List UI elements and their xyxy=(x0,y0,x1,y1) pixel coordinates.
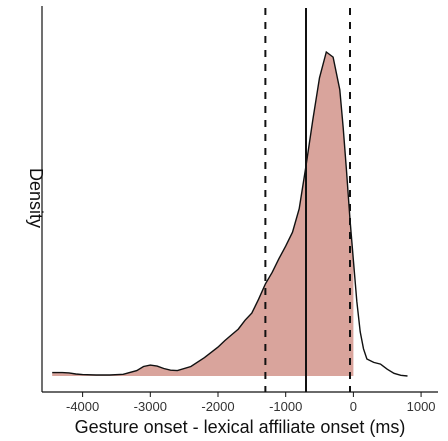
x-tick-label: -1000 xyxy=(269,399,302,414)
density-area xyxy=(52,52,354,376)
x-axis-title: Gesture onset - lexical affiliate onset … xyxy=(75,417,406,437)
x-tick-label: 0 xyxy=(350,399,357,414)
x-tick-label: 1000 xyxy=(407,399,436,414)
plot-area xyxy=(52,8,408,392)
y-axis-title: Density xyxy=(26,168,46,228)
x-axis-ticks: -4000 -3000 -2000 -1000 0 1000 xyxy=(66,392,436,414)
density-curve xyxy=(52,50,408,377)
x-tick-label: -4000 xyxy=(66,399,99,414)
x-tick-label: -3000 xyxy=(134,399,167,414)
x-tick-label: -2000 xyxy=(201,399,234,414)
